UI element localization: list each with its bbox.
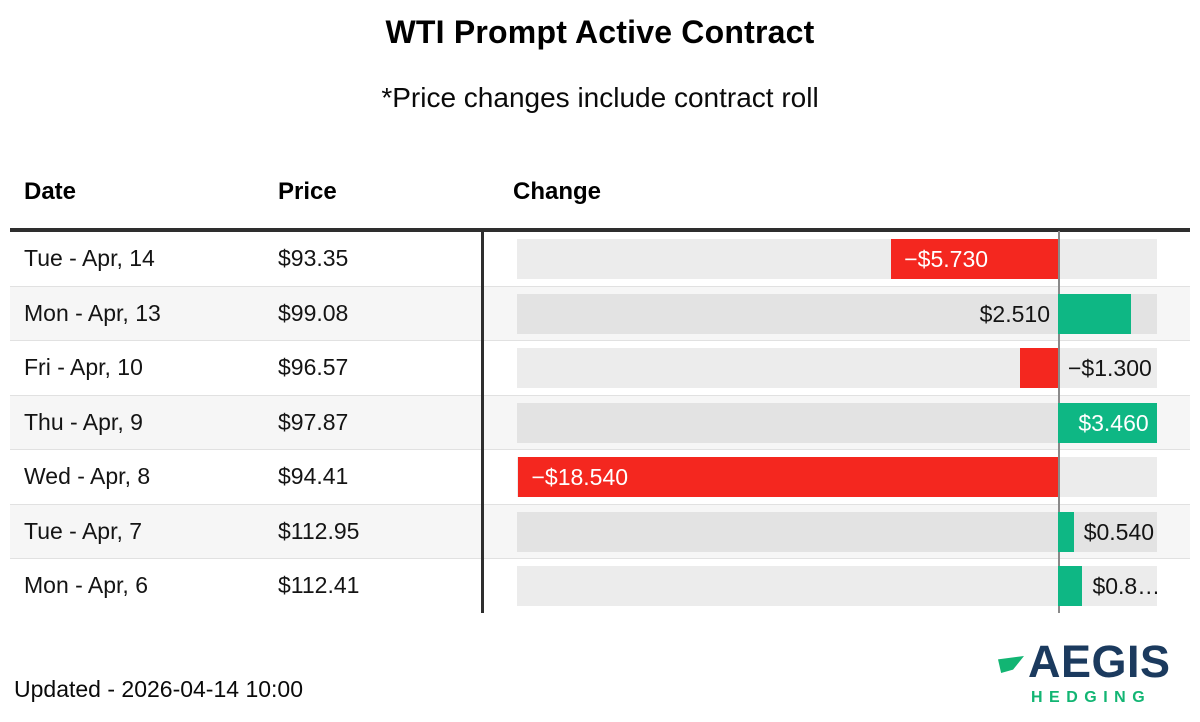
change-value-label: $3.460 (1078, 409, 1149, 436)
bar-track (517, 239, 1157, 279)
change-bar-area: $2.510 (517, 293, 1157, 334)
bar-track (517, 348, 1157, 388)
change-bar-area: $3.460 (517, 402, 1157, 443)
aegis-logo: AEGIS HEDGING (990, 637, 1192, 715)
change-value-label: $0.540 (1083, 518, 1155, 545)
date-cell: Fri - Apr, 10 (24, 354, 143, 380)
column-header-date: Date (24, 178, 77, 205)
date-cell: Thu - Apr, 9 (24, 408, 143, 435)
bar-track (517, 511, 1157, 552)
change-bar (518, 457, 1058, 497)
change-bar-area: −$1.300 (517, 348, 1157, 388)
change-bar (1058, 566, 1083, 606)
change-value-label: −$5.730 (904, 246, 989, 272)
table-row: Mon - Apr, 13 $99.08 $2.510 (10, 286, 1190, 341)
date-cell: Mon - Apr, 6 (24, 572, 149, 598)
change-bar (891, 239, 1058, 279)
price-cell: $93.35 (278, 245, 349, 271)
price-cell: $112.41 (278, 572, 360, 598)
date-cell: Wed - Apr, 8 (24, 463, 151, 489)
table-row: Thu - Apr, 9 $97.87 $3.460 (10, 395, 1190, 450)
table-row: Wed - Apr, 8 $94.41 −$18.540 (10, 450, 1190, 505)
change-bar (1058, 293, 1132, 334)
change-bar-area: −$5.730 (517, 239, 1157, 279)
table-row: Fri - Apr, 10 $96.57 −$1.300 (10, 341, 1190, 396)
change-bar (1020, 348, 1058, 388)
price-cell: $99.08 (278, 299, 349, 326)
chart-subtitle: *Price changes include contract roll (381, 82, 819, 113)
aegis-flag-icon (998, 656, 1024, 673)
date-cell: Tue - Apr, 7 (24, 517, 143, 544)
bar-track (517, 402, 1157, 443)
bar-track (517, 293, 1157, 334)
change-bar (1058, 511, 1074, 552)
header-divider (10, 228, 1190, 232)
change-bar-area: $0.540 (517, 511, 1157, 552)
change-value-label: −$1.300 (1068, 355, 1152, 381)
table-row: Mon - Apr, 6 $112.41 $0.8… (10, 559, 1190, 614)
price-cell: $112.95 (278, 517, 360, 544)
change-value-label: $2.510 (979, 300, 1050, 327)
chart-title: WTI Prompt Active Contract (385, 14, 815, 50)
change-bar (1058, 402, 1157, 443)
change-bar-area: $0.8… (517, 566, 1157, 606)
price-cell: $94.41 (278, 463, 349, 489)
bar-track (517, 566, 1157, 606)
change-value-label: $0.8… (1092, 573, 1157, 599)
table-body: Tue - Apr, 14 $93.35 −$5.730 Mon - Apr, 13 $… (10, 232, 1190, 614)
price-cell: $97.87 (278, 408, 349, 435)
price-cell: $96.57 (278, 354, 349, 380)
logo-subtext: HEDGING (1031, 689, 1152, 706)
category-axis-line (481, 231, 484, 613)
change-bar-area: −$18.540 (517, 457, 1157, 497)
date-cell: Mon - Apr, 13 (24, 299, 161, 326)
column-header-price: Price (278, 178, 337, 205)
table-row: Tue - Apr, 7 $112.95 $0.540 (10, 504, 1190, 559)
updated-timestamp: Updated - 2026-04-14 10:00 (14, 676, 303, 702)
logo-wordmark: AEGIS (1028, 636, 1171, 687)
column-header-change: Change (513, 178, 602, 205)
date-cell: Tue - Apr, 14 (24, 245, 155, 271)
table-row: Tue - Apr, 14 $93.35 −$5.730 (10, 232, 1190, 287)
change-value-label: −$18.540 (531, 464, 629, 490)
